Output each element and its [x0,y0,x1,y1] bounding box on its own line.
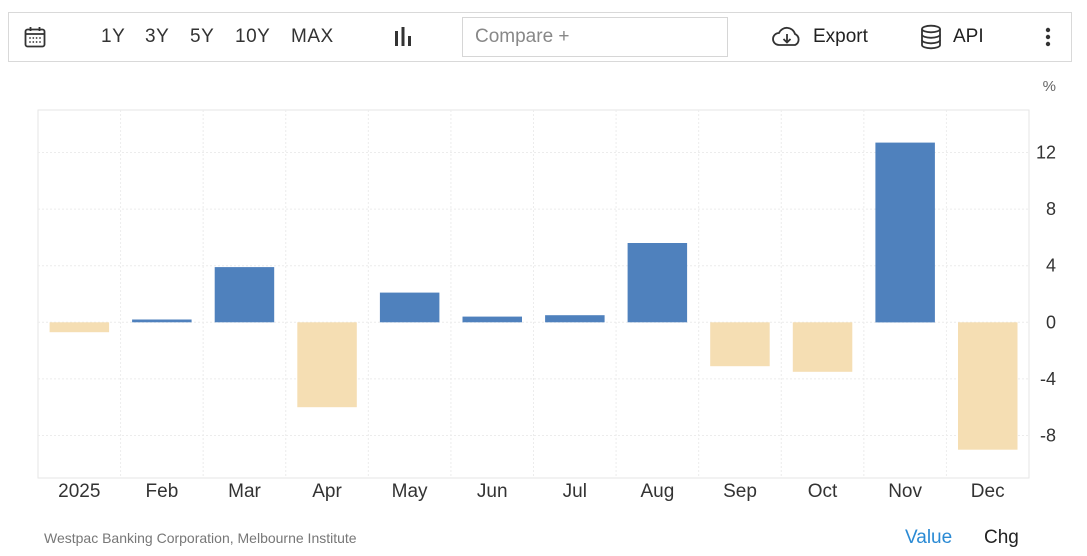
x-tick-label: 2025 [58,481,100,502]
bar-oct[interactable] [792,322,853,372]
x-tick-label: May [392,481,428,502]
x-axis-ticks: 2025 Feb Mar Apr May Jun Jul Aug Sep Oct Nov Dec [58,481,1004,502]
source-credit: Westpac Banking Corporation, Melbourne I… [44,530,357,546]
chart-bars [49,142,1018,450]
bar-sep[interactable] [710,322,770,367]
change-toggle[interactable]: Chg [984,527,1019,548]
y-tick-label: 4 [1046,256,1056,276]
y-tick-label: 8 [1046,199,1056,219]
y-tick-label: 0 [1046,312,1056,332]
x-tick-label: Sep [723,481,757,502]
x-tick-label: Dec [971,481,1005,502]
x-tick-label: Jul [563,481,587,502]
x-tick-label: Aug [640,481,674,502]
bar-2025[interactable] [49,322,110,333]
x-tick-label: Nov [888,481,922,502]
x-tick-label: Jun [477,481,508,502]
bar-feb[interactable] [132,319,192,323]
export-button[interactable]: Export [771,13,868,61]
bar-jul[interactable] [545,315,605,323]
api-button[interactable]: API [919,13,984,61]
y-tick-label: -4 [1040,369,1056,389]
x-tick-label: Feb [146,481,179,502]
more-vertical-icon[interactable] [1039,13,1057,61]
range-1y-button[interactable]: 1Y [101,26,126,47]
bar-may[interactable] [379,292,440,323]
api-label: API [953,26,984,47]
x-tick-label: Oct [808,481,838,502]
bar-dec[interactable] [958,322,1018,450]
chart-grid [37,109,1030,479]
bar-mar[interactable] [214,267,275,323]
calendar-icon[interactable] [21,13,49,61]
y-axis-ticks: -8 -4 0 4 8 12 [1036,143,1056,446]
x-tick-label: Apr [312,481,342,502]
database-icon [921,24,941,50]
bar-aug[interactable] [627,243,688,323]
range-3y-button[interactable]: 3Y [145,26,170,47]
bar-nov[interactable] [875,142,935,323]
range-max-button[interactable]: MAX [291,26,334,47]
range-5y-button[interactable]: 5Y [190,26,215,47]
bar-apr[interactable] [297,322,357,408]
range-10y-button[interactable]: 10Y [235,26,271,47]
bar-chart: -8 -4 0 4 8 12 2025 Feb Mar Apr May Jun Jul Aug Sep Oc… [37,78,1056,502]
cloud-download-icon [772,26,800,46]
y-tick-label: -8 [1040,426,1056,446]
bar-jun[interactable] [462,316,523,323]
y-tick-label: 12 [1036,143,1056,163]
export-label: Export [813,26,868,47]
compare-input[interactable] [462,17,728,57]
value-toggle[interactable]: Value [905,527,953,548]
x-tick-label: Mar [228,481,261,502]
bar-chart-icon[interactable] [391,13,415,61]
y-axis-unit-label: % [1043,78,1056,95]
chart-toolbar: 1Y 3Y 5Y 10Y MAX Export API [8,12,1072,62]
